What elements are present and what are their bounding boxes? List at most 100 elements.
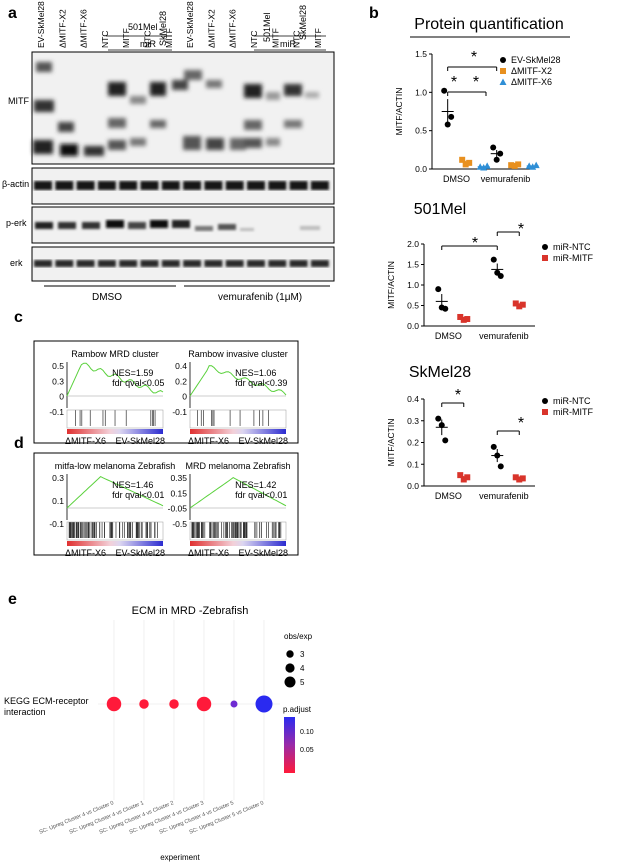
sig-star: *	[518, 221, 524, 238]
chart-title: Protein quantification	[414, 16, 563, 33]
erk-band	[161, 260, 180, 267]
lane-label-1: EV-SkMel28	[36, 1, 46, 48]
dotplot-area	[98, 620, 280, 800]
erk-band	[204, 260, 223, 267]
sig-star: *	[455, 387, 461, 404]
gsea-rank-bar	[67, 541, 163, 546]
erk-band	[247, 260, 265, 267]
x-category-label: vemurafenib	[481, 174, 531, 184]
bactin-band	[97, 181, 116, 190]
gsea-box-d	[33, 452, 299, 556]
blot-label-mitf: MITF	[8, 96, 29, 106]
dotplot-point	[230, 700, 238, 708]
gsea-enrichment-curve	[189, 365, 287, 397]
lane-label-6: NTC	[143, 31, 153, 48]
legend-label: ΔMITF-X2	[511, 66, 552, 76]
bactin-bands	[34, 181, 329, 190]
gsea-title: Rambow invasive cluster	[188, 349, 288, 359]
mir-ntc-point	[497, 463, 504, 470]
mir-ntc-point	[490, 443, 497, 450]
size-legend-dot	[285, 663, 295, 673]
blot-label-perk: p-erk	[6, 218, 27, 228]
y-tick-label: 0.0	[407, 321, 419, 331]
gsea-right-label: EV-SkMel28	[115, 548, 165, 558]
panel-letter-e: e	[8, 591, 17, 608]
bactin-band	[310, 181, 329, 190]
gsea-y-tick-label: 0.5	[52, 361, 64, 371]
mir-ntc-point	[497, 272, 504, 279]
gsea-left-label: ΔMITF-X6	[65, 548, 106, 558]
gsea-title: mitfa-low melanoma Zebrafish	[55, 461, 176, 471]
gsea-y-tick-label: 0	[182, 392, 187, 402]
size-legend-label: 3	[300, 650, 305, 659]
legend-mir-mitf-point	[542, 255, 548, 261]
erk-band	[225, 260, 244, 267]
gsea-left-label: ΔMITF-X6	[188, 436, 229, 446]
lane-label-8: EV-SkMel28	[185, 1, 195, 48]
dotplot-row-label: interaction	[4, 707, 46, 717]
sig-star: *	[518, 415, 524, 432]
gsea-enrichment-curve	[66, 475, 164, 509]
x-category-label: DMSO	[443, 174, 470, 184]
gsea-left-label: ΔMITF-X6	[65, 436, 106, 446]
panel-letter-a: a	[8, 5, 17, 22]
mir-label-1: miR	[140, 39, 156, 49]
gsea-fdr: fdr qval<0.01	[112, 490, 164, 500]
mir-mitf-point	[460, 316, 467, 323]
mir-mitf-point	[516, 303, 523, 310]
bactin-band	[225, 181, 244, 190]
gsea-fdr: fdr qval<0.05	[112, 378, 164, 388]
legend-mir-mitf-point	[542, 409, 548, 415]
mir-mitf-point	[457, 472, 464, 479]
mir-mitf-point	[460, 476, 467, 483]
mir-ntc-point	[490, 256, 497, 263]
blot-label-bactin: β-actin	[2, 179, 29, 189]
lane-labels: EV-SkMel28 ΔMITF-X2 ΔMITF-X6 NTC MITF NTC MITF…	[36, 1, 323, 48]
lane-label-9: ΔMITF-X2	[206, 9, 216, 48]
ev-skmel28-point	[490, 144, 497, 151]
x-category-label: DMSO	[435, 491, 462, 501]
gsea-rank-bar	[190, 429, 286, 434]
color-legend-bar	[284, 717, 295, 773]
gsea-y-tick-label: -0.5	[172, 519, 187, 529]
gsea-nes: NES=1.46	[112, 480, 153, 490]
lane-label-13: NTC	[292, 31, 302, 48]
gsea-enrichment-curve	[189, 477, 287, 509]
bactin-band	[247, 181, 265, 190]
group-label-skmel28-1: SkMel28	[158, 11, 168, 46]
legend-ev-skmel28-point	[500, 57, 506, 63]
gsea-fdr: fdr qval<0.39	[235, 378, 287, 388]
mitf-bands	[33, 62, 319, 156]
sig-star: *	[451, 74, 457, 91]
gsea-fdr: fdr qval<0.01	[235, 490, 287, 500]
dotplot-point	[106, 696, 122, 712]
chart-title: SkMel28	[409, 364, 471, 381]
dotplot-point	[139, 699, 149, 709]
bactin-band	[76, 181, 95, 190]
size-legend-title: obs/exp	[284, 632, 313, 641]
chart-title: 501Mel	[414, 201, 466, 218]
size-legend-dot	[284, 676, 296, 688]
bactin-band	[204, 181, 223, 190]
erk-bands	[34, 260, 329, 267]
sig-star: *	[473, 74, 479, 91]
mitf-x2-point	[462, 161, 469, 168]
ev-skmel28-point	[441, 87, 448, 94]
gsea-y-tick-label: 0.35	[170, 473, 187, 483]
gsea-y-tick-label: -0.1	[49, 519, 64, 529]
mitf-x2-point	[511, 162, 518, 169]
mitf-x2-point	[459, 156, 466, 163]
legend-label: miR-NTC	[553, 242, 591, 252]
gsea-y-tick-label: 0	[59, 392, 64, 402]
y-axis-label: MITF/ACTIN	[394, 88, 404, 136]
erk-band	[76, 260, 95, 267]
lane-label-10: ΔMITF-X6	[228, 9, 238, 48]
gsea-y-tick-label: 0.3	[52, 473, 64, 483]
bactin-band	[140, 181, 159, 190]
group-label-skmel28-2: SkMel28	[298, 5, 308, 40]
legend-mir-ntc-point	[542, 398, 548, 404]
mitf-x6-point	[483, 162, 491, 169]
lane-label-12: MITF	[270, 28, 280, 48]
group-labels: 501Mel SkMel28 501Mel SkMel28 miR miR	[106, 5, 326, 51]
